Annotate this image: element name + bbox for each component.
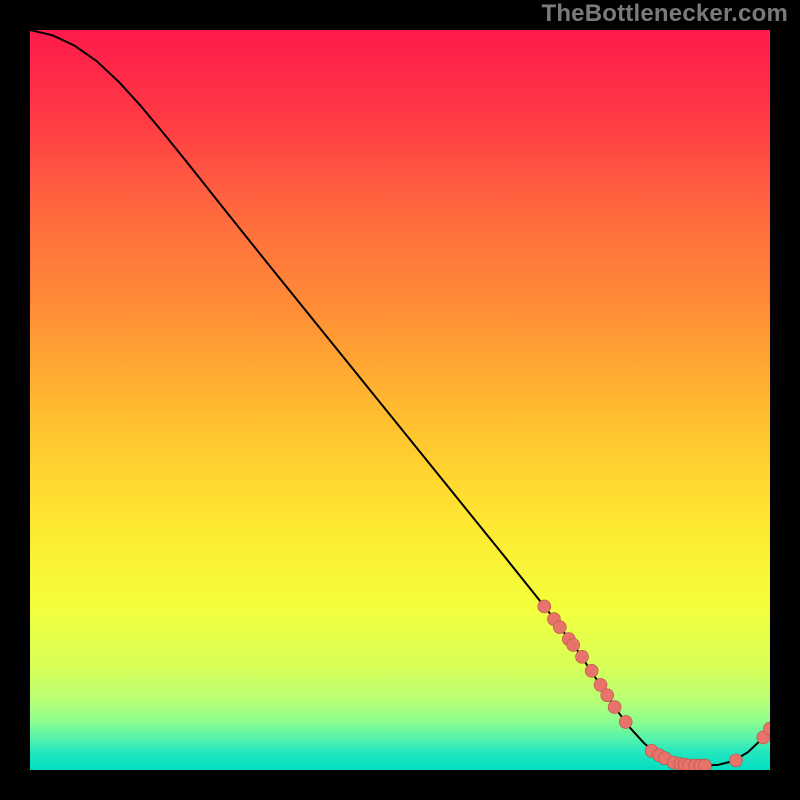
data-marker — [576, 650, 589, 663]
chart-stage: TheBottlenecker.com — [0, 0, 800, 800]
data-marker — [567, 638, 580, 651]
data-marker — [601, 689, 614, 702]
data-marker — [619, 715, 632, 728]
gradient-background — [30, 30, 770, 770]
data-marker — [585, 664, 598, 677]
data-marker — [608, 701, 621, 714]
chart-svg — [30, 30, 770, 770]
plot-area — [30, 30, 770, 770]
data-marker — [698, 759, 711, 770]
data-marker — [553, 621, 566, 634]
data-marker — [538, 600, 551, 613]
watermark-text: TheBottlenecker.com — [541, 0, 788, 28]
data-marker — [729, 754, 742, 767]
